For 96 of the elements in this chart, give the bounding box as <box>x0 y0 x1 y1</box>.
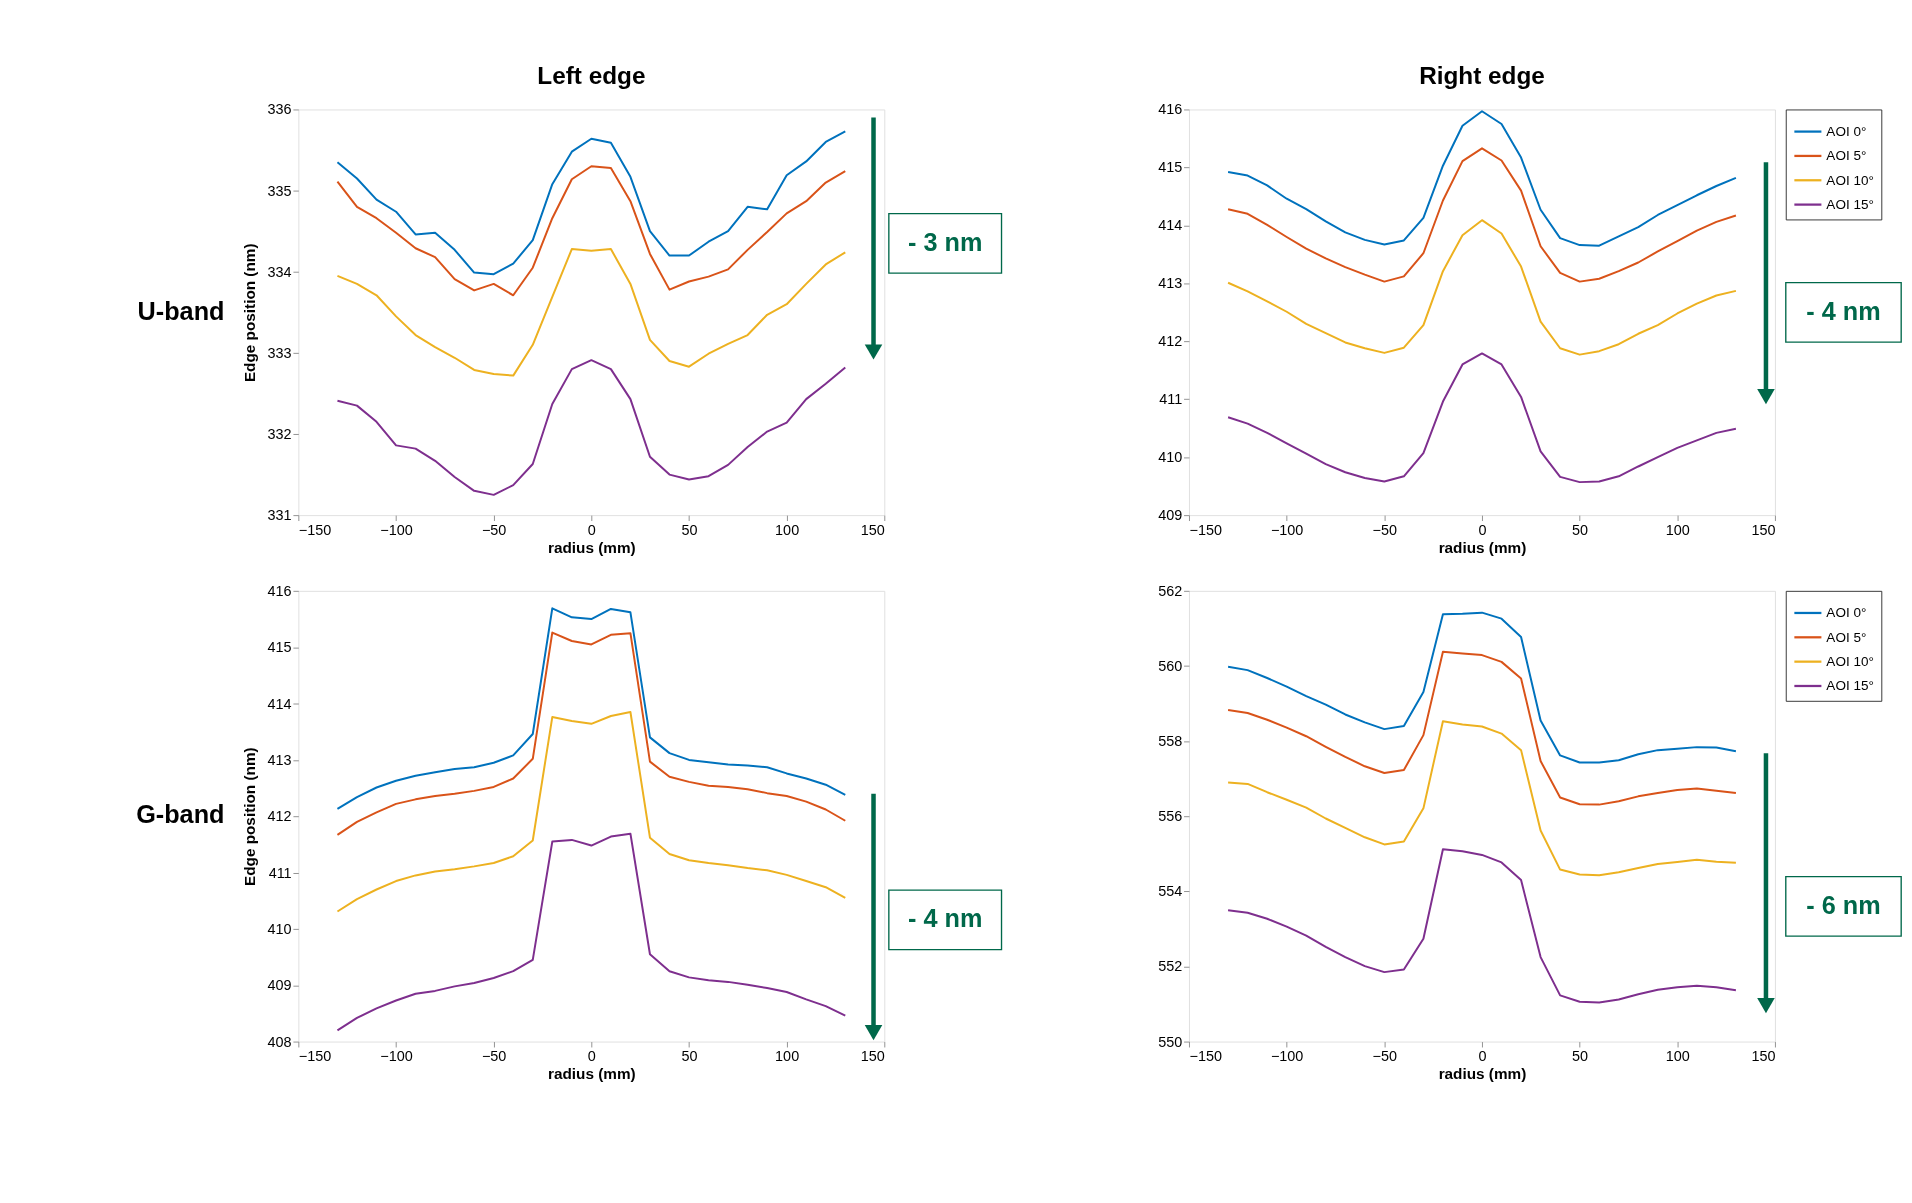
x-tick-label: 150 <box>860 521 885 538</box>
y-tick-label: 411 <box>268 864 292 881</box>
y-tick-label: 336 <box>267 101 292 118</box>
text: - 3 nm <box>908 227 983 256</box>
text: G-band <box>136 800 225 829</box>
y-tick-label: 560 <box>1158 657 1183 674</box>
x-tick-label: −100 <box>380 1047 413 1064</box>
y-tick-label: 415 <box>1158 159 1183 176</box>
x-tick-label: 0 <box>587 521 596 538</box>
line-series <box>1227 720 1737 877</box>
line-series <box>336 130 847 276</box>
y-tick-label: 411 <box>1159 391 1183 408</box>
line-series <box>1227 848 1737 1004</box>
legend-label: AOI 0° <box>1826 605 1867 621</box>
legend-label: AOI 0° <box>1826 124 1867 140</box>
x-tick-label: 50 <box>1572 1047 1589 1064</box>
legend-label: AOI 15° <box>1826 678 1874 694</box>
y-tick-label: 334 <box>267 263 292 280</box>
x-tick-label: −50 <box>481 521 507 538</box>
x-tick-label: 0 <box>587 1047 596 1064</box>
y-tick-label: 413 <box>267 751 292 768</box>
y-tick-label: 331 <box>267 507 292 524</box>
x-axis-title: radius (mm) <box>547 538 636 556</box>
chart-title: Left edge <box>537 62 646 90</box>
legend-label: AOI 5° <box>1826 148 1867 164</box>
x-tick-label: 50 <box>681 521 698 538</box>
text: - 4 nm <box>908 904 983 933</box>
x-tick-label: 50 <box>1572 521 1589 538</box>
y-tick-label: 410 <box>267 920 292 937</box>
y-tick-label: 550 <box>1158 1033 1183 1050</box>
line-series <box>336 631 847 836</box>
x-tick-label: 100 <box>1665 1047 1690 1064</box>
line-series <box>1227 110 1737 247</box>
y-tick-label: 556 <box>1158 808 1183 825</box>
chart-title: Right edge <box>1419 62 1545 90</box>
line-series <box>1227 611 1737 764</box>
x-tick-label: −100 <box>1270 521 1304 538</box>
y-tick-label: 335 <box>267 182 292 199</box>
y-tick-label: 410 <box>1158 449 1183 466</box>
line-series <box>1227 352 1737 484</box>
y-axis-title: Edge position (nm) <box>240 243 258 383</box>
y-tick-label: 415 <box>267 639 292 656</box>
legend-label: AOI 10° <box>1826 654 1874 670</box>
legend-label: AOI 5° <box>1826 629 1867 645</box>
y-tick-label: 412 <box>267 808 292 825</box>
x-tick-label: −100 <box>380 521 413 538</box>
y-tick-label: 409 <box>267 977 292 994</box>
legend-label: AOI 10° <box>1826 172 1874 188</box>
text: U-band <box>137 296 225 325</box>
line-series <box>1227 219 1737 356</box>
y-tick-label: 562 <box>1158 582 1183 599</box>
text: - 4 nm <box>1806 296 1881 325</box>
y-tick-label: 554 <box>1158 883 1183 900</box>
x-tick-label: −50 <box>481 1047 507 1064</box>
x-axis-title: radius (mm) <box>1438 538 1527 556</box>
y-axis-title: Edge position (nm) <box>240 747 258 887</box>
x-axis-title: radius (mm) <box>547 1065 636 1083</box>
y-tick-label: 332 <box>267 425 292 442</box>
x-tick-label: −150 <box>298 1047 332 1064</box>
x-tick-label: 150 <box>1751 521 1776 538</box>
y-tick-label: 416 <box>1158 101 1183 118</box>
y-tick-label: 412 <box>1158 333 1183 350</box>
y-tick-label: 408 <box>267 1033 292 1050</box>
y-tick-label: 416 <box>267 582 292 599</box>
y-tick-label: 409 <box>1158 507 1183 524</box>
x-tick-label: 0 <box>1478 521 1487 538</box>
x-tick-label: −50 <box>1372 1047 1398 1064</box>
x-tick-label: −150 <box>298 521 332 538</box>
x-tick-label: 150 <box>860 1047 885 1064</box>
y-tick-label: 558 <box>1158 733 1183 750</box>
x-tick-label: 0 <box>1478 1047 1487 1064</box>
y-tick-label: 552 <box>1158 958 1183 975</box>
line-series <box>336 832 847 1032</box>
y-tick-label: 414 <box>1158 217 1183 234</box>
x-tick-label: 100 <box>775 521 800 538</box>
line-series <box>1227 147 1737 283</box>
x-tick-label: 150 <box>1751 1047 1776 1064</box>
x-tick-label: −50 <box>1372 521 1398 538</box>
line-series <box>336 711 847 913</box>
x-axis-title: radius (mm) <box>1438 1065 1527 1083</box>
y-tick-label: 414 <box>267 695 292 712</box>
text: - 6 nm <box>1806 890 1881 919</box>
line-series <box>336 248 847 377</box>
x-tick-label: 50 <box>681 1047 698 1064</box>
x-tick-label: 100 <box>775 1047 800 1064</box>
x-tick-label: −100 <box>1270 1047 1304 1064</box>
line-series <box>1227 650 1737 806</box>
y-tick-label: 413 <box>1158 275 1183 292</box>
legend-label: AOI 15° <box>1826 197 1874 213</box>
line-series <box>336 607 847 810</box>
x-tick-label: 100 <box>1665 521 1690 538</box>
line-series <box>336 359 847 496</box>
x-tick-label: −150 <box>1189 1047 1222 1064</box>
y-tick-label: 333 <box>267 344 292 361</box>
line-series <box>336 165 847 297</box>
x-tick-label: −150 <box>1189 521 1222 538</box>
